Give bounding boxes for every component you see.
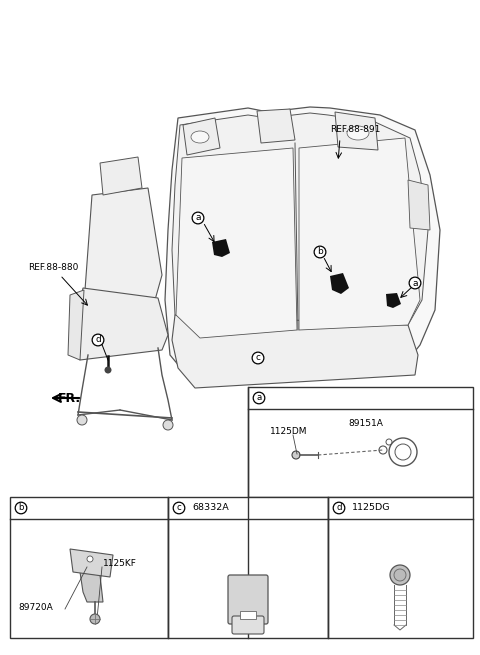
Polygon shape (257, 109, 295, 143)
FancyBboxPatch shape (232, 616, 264, 634)
Bar (248, 387, 473, 497)
Circle shape (390, 565, 410, 585)
Text: b: b (18, 504, 24, 512)
Polygon shape (212, 239, 230, 257)
Text: b: b (317, 248, 323, 257)
Text: a: a (195, 214, 201, 223)
Polygon shape (408, 180, 430, 230)
Text: a: a (256, 394, 262, 403)
Text: 89720A: 89720A (18, 603, 53, 612)
Text: REF.88-891: REF.88-891 (330, 126, 380, 134)
Text: c: c (177, 504, 181, 512)
Bar (168, 497, 328, 638)
Circle shape (163, 420, 173, 430)
Text: a: a (412, 278, 418, 288)
Polygon shape (85, 188, 162, 310)
Text: 1125DM: 1125DM (270, 428, 308, 436)
Text: REF.88-880: REF.88-880 (28, 263, 78, 272)
Text: 1125DG: 1125DG (352, 504, 391, 512)
Text: 89151A: 89151A (348, 419, 383, 428)
Text: 1125KF: 1125KF (103, 559, 137, 569)
Polygon shape (172, 315, 418, 388)
Text: 68332A: 68332A (192, 504, 229, 512)
Polygon shape (100, 157, 142, 195)
Polygon shape (70, 549, 113, 577)
Polygon shape (335, 112, 378, 150)
Polygon shape (183, 118, 220, 155)
Circle shape (90, 614, 100, 624)
Circle shape (105, 367, 111, 373)
Ellipse shape (191, 131, 209, 143)
Polygon shape (330, 273, 349, 294)
Text: FR.: FR. (58, 392, 81, 405)
Text: d: d (336, 504, 342, 512)
Polygon shape (176, 148, 297, 338)
Circle shape (394, 569, 406, 581)
Bar (240, 611, 256, 619)
Polygon shape (299, 138, 420, 330)
Polygon shape (165, 107, 440, 385)
FancyBboxPatch shape (228, 575, 268, 624)
Polygon shape (72, 288, 168, 360)
Polygon shape (68, 290, 84, 360)
Bar (10, 497, 168, 638)
Text: d: d (95, 335, 101, 345)
Polygon shape (172, 113, 428, 340)
Polygon shape (80, 572, 103, 602)
Circle shape (292, 451, 300, 459)
Bar (328, 497, 473, 638)
Circle shape (77, 415, 87, 425)
Text: c: c (255, 354, 261, 362)
Polygon shape (386, 293, 401, 308)
Ellipse shape (347, 126, 369, 140)
Circle shape (87, 556, 93, 562)
